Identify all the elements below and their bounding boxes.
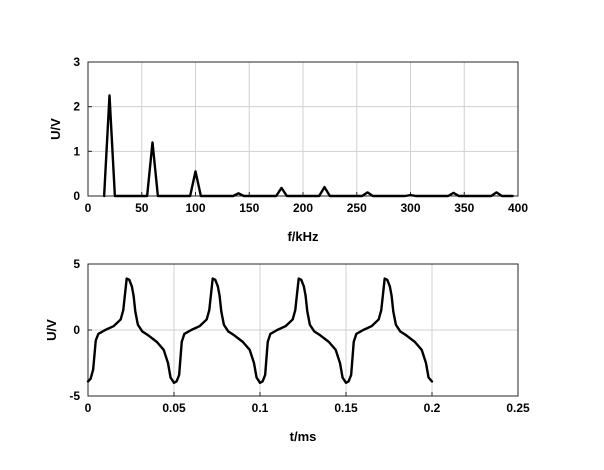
spectrum-x-tick-label: 200 [293,201,313,215]
waveform-plot: 0 0.05 0.1 0.15 0.2 0.25 -5 0 5 t/ms U/V [44,257,530,444]
spectrum-y-tick-label: 1 [73,144,80,158]
spectrum-x-tick-label: 350 [454,201,474,215]
spectrum-x-tick-label: 0 [85,201,92,215]
waveform-y-axis-label: U/V [44,319,59,341]
waveform-trace [86,277,434,384]
waveform-x-tick-label: 0.05 [162,401,186,415]
spectrum-x-tick-label: 250 [347,201,367,215]
spectrum-plot: 0 50 100 150 200 250 300 350 400 0 1 2 3 f/kHz U/V [48,55,528,244]
spectrum-y-tick-label: 3 [73,55,80,69]
spectrum-y-tick-label: 0 [73,189,80,203]
waveform-x-axis-label: t/ms [290,429,317,444]
waveform-x-tick-label: 0.2 [424,401,441,415]
waveform-y-tick-label: -5 [69,389,80,403]
spectrum-trace [102,94,514,198]
waveform-x-tick-label: 0.1 [252,401,269,415]
spectrum-x-tick-label: 300 [400,201,420,215]
spectrum-y-tick-label: 2 [73,100,80,114]
spectrum-x-axis-label: f/kHz [287,229,319,244]
waveform-y-tick-label: 5 [73,257,80,271]
waveform-x-tick-label: 0 [85,401,92,415]
spectrum-x-tick-label: 400 [508,201,528,215]
spectrum-y-axis-label: U/V [48,118,63,140]
spectrum-x-tick-label: 50 [135,201,149,215]
waveform-x-tick-label: 0.15 [334,401,358,415]
waveform-x-tick-label: 0.25 [506,401,530,415]
spectrum-x-tick-label: 100 [185,201,205,215]
spectrum-x-tick-label: 150 [239,201,259,215]
waveform-y-tick-label: 0 [73,323,80,337]
